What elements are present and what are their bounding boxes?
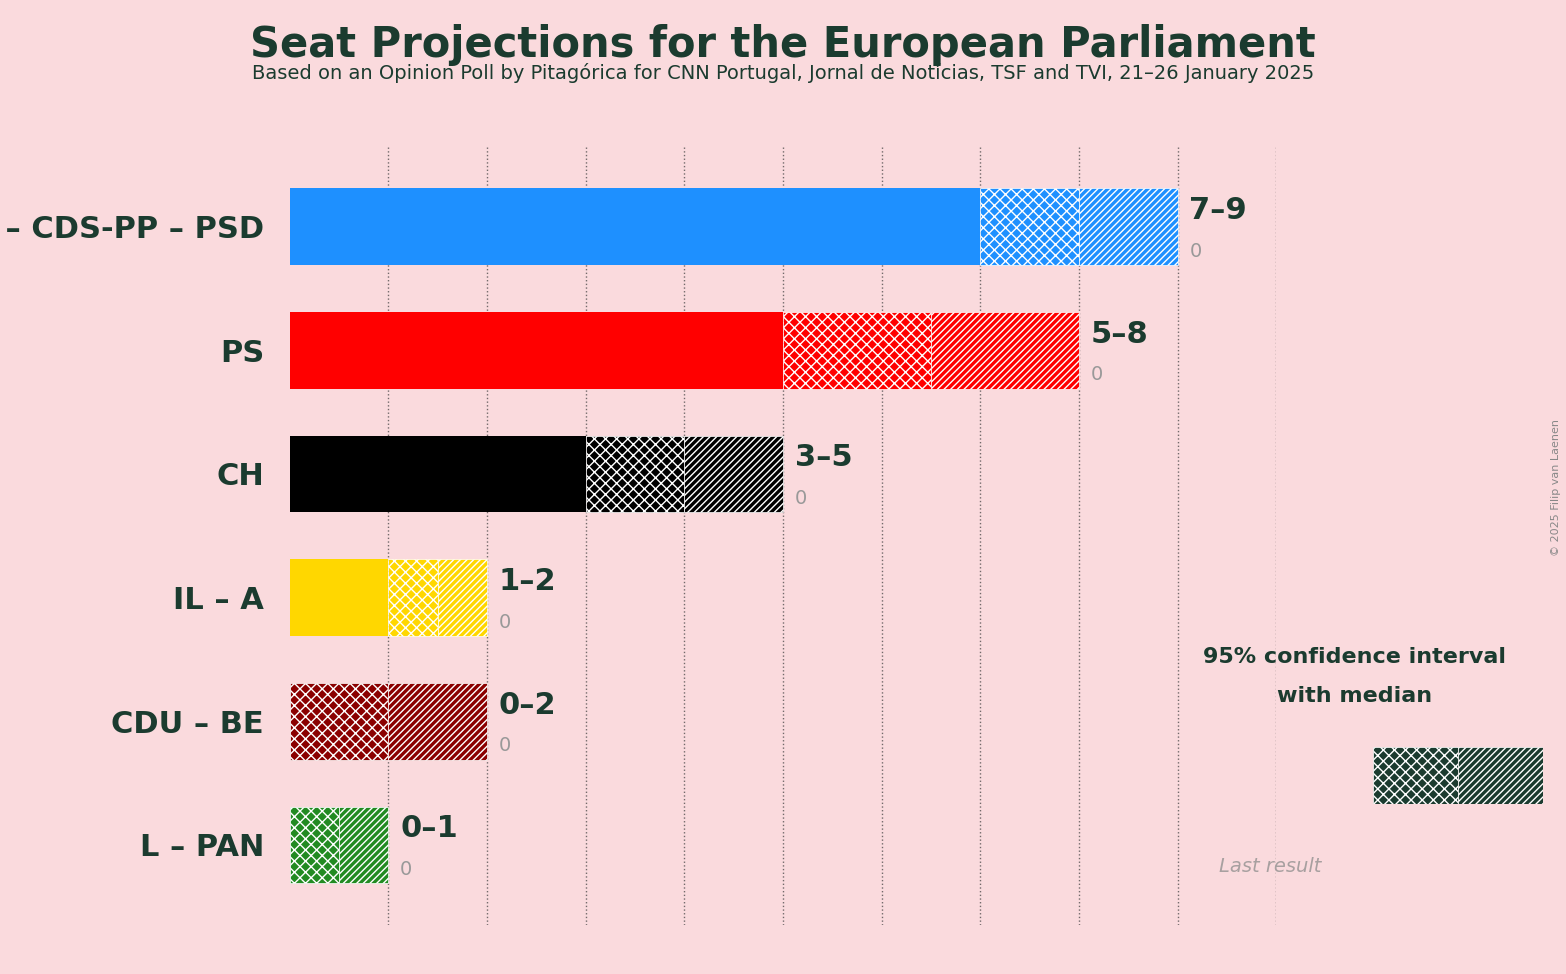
Text: 0: 0 xyxy=(1092,365,1102,385)
Text: Based on an Opinion Poll by Pitagórica for CNN Portugal, Jornal de Notícias, TSF: Based on an Opinion Poll by Pitagórica f… xyxy=(252,63,1314,84)
Bar xyxy=(980,188,1079,265)
Text: 3–5: 3–5 xyxy=(796,443,852,472)
Bar xyxy=(388,683,487,760)
Text: with median: with median xyxy=(1276,686,1433,706)
Bar xyxy=(290,559,388,636)
Text: 0: 0 xyxy=(1190,242,1201,261)
Text: 0: 0 xyxy=(500,736,511,756)
Bar xyxy=(1079,188,1178,265)
Text: 0–2: 0–2 xyxy=(500,691,556,720)
Text: Last result: Last result xyxy=(1218,857,1322,876)
Text: Seat Projections for the European Parliament: Seat Projections for the European Parlia… xyxy=(251,24,1315,66)
Text: 0: 0 xyxy=(500,613,511,632)
Bar xyxy=(290,312,783,389)
Bar xyxy=(684,435,783,512)
Bar xyxy=(290,435,586,512)
Bar xyxy=(932,312,1079,389)
Bar xyxy=(338,806,388,883)
Bar xyxy=(290,683,388,760)
Text: 5–8: 5–8 xyxy=(1092,319,1148,349)
Bar xyxy=(783,312,930,389)
Text: 7–9: 7–9 xyxy=(1190,196,1247,225)
Bar xyxy=(438,559,487,636)
Text: 0–1: 0–1 xyxy=(401,814,457,843)
Text: © 2025 Filip van Laenen: © 2025 Filip van Laenen xyxy=(1552,419,1561,555)
Bar xyxy=(290,188,980,265)
Bar xyxy=(388,559,438,636)
Text: 0: 0 xyxy=(796,489,806,508)
Text: 0: 0 xyxy=(401,860,412,880)
Text: 95% confidence interval: 95% confidence interval xyxy=(1203,647,1506,667)
Bar xyxy=(586,435,684,512)
Bar xyxy=(290,806,338,883)
Text: 1–2: 1–2 xyxy=(500,567,556,596)
